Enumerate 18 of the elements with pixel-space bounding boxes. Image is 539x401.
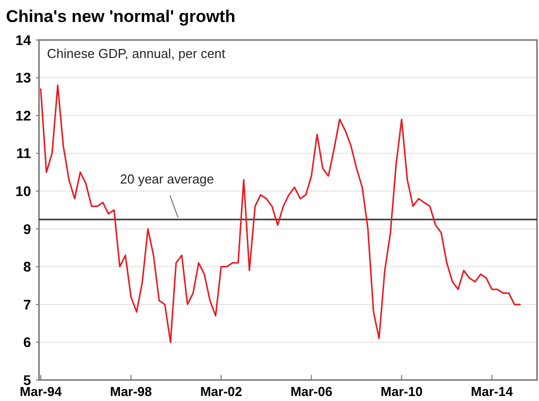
x-tick-label: Mar-98 [110, 384, 152, 399]
y-tick-label: 12 [15, 107, 32, 124]
x-tick-label: Mar-02 [200, 384, 242, 399]
y-tick-label: 8 [23, 258, 32, 275]
y-tick-label: 14 [15, 32, 32, 48]
y-tick-label: 11 [16, 145, 32, 162]
y-tick-label: 13 [15, 70, 32, 86]
x-tick-label: Mar-06 [290, 384, 332, 399]
text: Chinese GDP, annual, per cent [47, 46, 226, 61]
chart-title: China's new 'normal' growth [6, 7, 236, 26]
x-tick-label: Mar-14 [470, 384, 514, 399]
line-series [40, 84, 521, 343]
y-tick-label: 7 [23, 296, 32, 312]
x-tick-label: Mar-10 [380, 384, 423, 399]
y-tick-label: 6 [23, 334, 32, 350]
y-tick-label: 10 [15, 183, 32, 200]
ref-line-label: 20 year average [120, 171, 214, 186]
y-tick-label: 9 [23, 220, 32, 237]
